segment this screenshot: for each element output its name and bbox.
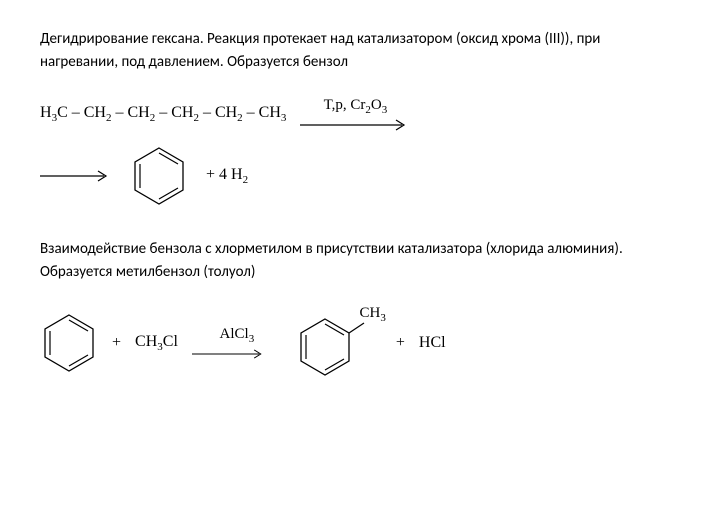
- hexane-formula: H3C – CH2 – CH2 – CH2 – CH2 – CH3: [40, 104, 286, 124]
- arrow-continuation-icon: [40, 169, 112, 183]
- plus-symbol-2: +: [396, 334, 405, 352]
- reaction-1-arrow: T,p, Cr2O3: [300, 97, 410, 132]
- arrow-icon: [300, 118, 410, 132]
- benzene-reagent-icon: [40, 311, 98, 375]
- chloromethane-formula: CH3Cl: [135, 333, 178, 353]
- benzene-icon: [130, 144, 188, 208]
- reaction-1: H3C – CH2 – CH2 – CH2 – CH2 – CH3 T,p, C…: [40, 97, 679, 208]
- ch3-label: CH3: [360, 305, 386, 324]
- reaction-1-line-1: H3C – CH2 – CH2 – CH2 – CH2 – CH3 T,p, C…: [40, 97, 679, 132]
- reaction-2-line: + CH3Cl AlCl3 CH3 + H: [40, 307, 679, 379]
- hydrogen-product: + 4 H2: [206, 166, 248, 186]
- reaction-1-line-2: + 4 H2: [40, 144, 679, 208]
- plus-symbol-1: +: [112, 334, 121, 352]
- reaction-2-catalyst: AlCl3: [220, 326, 255, 345]
- toluene-icon: CH3: [296, 307, 382, 379]
- hcl-byproduct: HCl: [419, 334, 446, 352]
- paragraph-2: Взаимодействие бензола с хлорметилом в п…: [40, 238, 679, 283]
- reaction-1-conditions: T,p, Cr2O3: [324, 97, 388, 116]
- reaction-2-arrow: AlCl3: [192, 326, 282, 361]
- reaction-2: + CH3Cl AlCl3 CH3 + H: [40, 307, 679, 379]
- paragraph-1: Дегидрирование гексана. Реакция протекае…: [40, 28, 679, 73]
- arrow-icon-2: [192, 347, 282, 361]
